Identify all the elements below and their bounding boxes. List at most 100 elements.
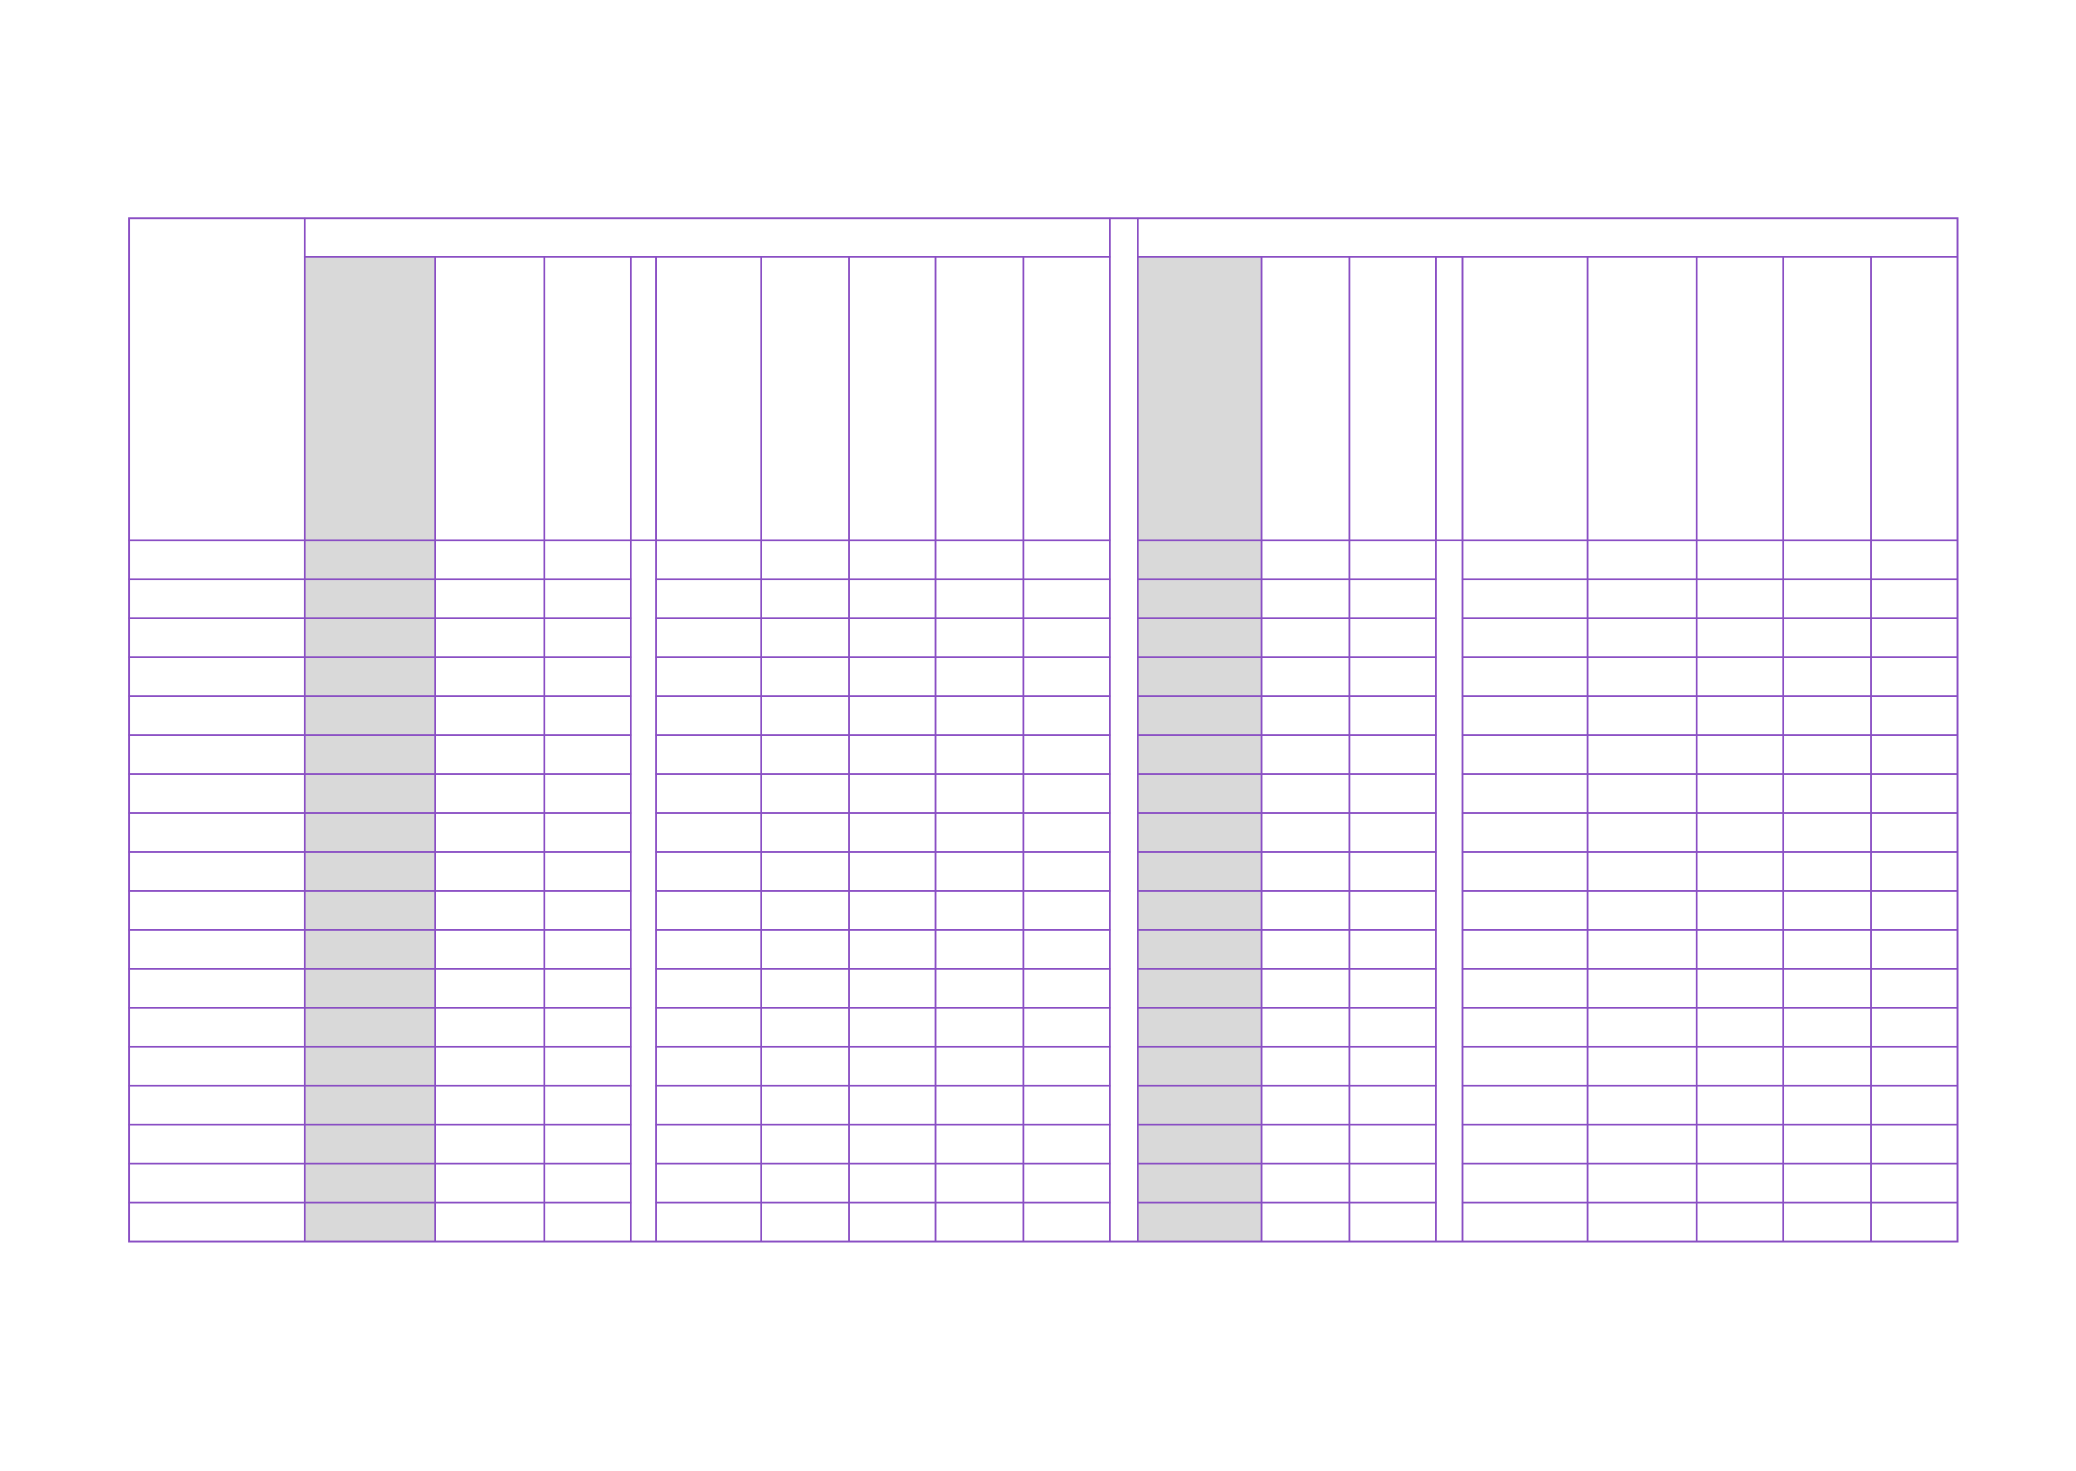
table-cell: [1695, 578, 1785, 620]
table-cell: [1260, 578, 1351, 620]
table-cell: [543, 773, 632, 814]
table-cell: [848, 656, 937, 697]
table-cell: [655, 617, 763, 658]
table-cell: [1586, 890, 1698, 931]
table-cell: [655, 656, 763, 697]
table-cell: [1022, 539, 1111, 581]
table-cell: [1870, 1045, 1959, 1087]
table-cell: [1260, 539, 1351, 581]
table-cell: [1870, 1201, 1959, 1243]
table-cell: [1586, 695, 1698, 736]
table-cell: [128, 578, 306, 620]
table-cell: [434, 656, 546, 697]
table-cell: [848, 539, 937, 581]
table-cell: [760, 1123, 850, 1165]
table-cell: [1348, 1007, 1437, 1048]
table-cell: [543, 734, 632, 775]
table-cell: [655, 1045, 763, 1087]
table-cell: [934, 929, 1025, 970]
table-cell: [1586, 812, 1698, 853]
table-cell: [434, 617, 546, 658]
table-cell: [1461, 578, 1589, 620]
table-cell: [1461, 1201, 1589, 1243]
table-cell: [1782, 617, 1872, 658]
table-cell: [1695, 1162, 1785, 1204]
table-cell: [543, 890, 632, 931]
table-cell: [1461, 968, 1589, 1009]
table-cell: [760, 734, 850, 775]
table-cell: [1022, 617, 1111, 658]
table-cell: [848, 1084, 937, 1126]
table-cell: [1695, 1201, 1785, 1243]
table-cell: [434, 1162, 546, 1204]
table-cell: [1586, 1084, 1698, 1126]
table-cell: [1586, 929, 1698, 970]
table-cell: [543, 812, 632, 853]
table-cell: [434, 773, 546, 814]
table-cell: [543, 968, 632, 1009]
table-cell: [1586, 734, 1698, 775]
table-cell: [1260, 890, 1351, 931]
table-cell: [1260, 1084, 1351, 1126]
table-cell: [848, 929, 937, 970]
table-cell: [1260, 695, 1351, 736]
table-cell: [934, 1045, 1025, 1087]
table-cell: [848, 851, 937, 892]
table-cell: [1870, 1162, 1959, 1204]
table-cell: [543, 1007, 632, 1048]
table-cell: [1586, 1201, 1698, 1243]
table-cell: [1022, 1123, 1111, 1165]
table-cell: [1782, 851, 1872, 892]
table-cell: [1782, 656, 1872, 697]
table-cell: [1461, 1084, 1589, 1126]
table-cell: [1260, 1007, 1351, 1048]
table-cell: [1461, 617, 1589, 658]
table-cell: [655, 773, 763, 814]
column-header-cell: [934, 256, 1025, 542]
table-cell: [760, 578, 850, 620]
table-cell: [1348, 656, 1437, 697]
table-cell: [848, 617, 937, 658]
table-cell: [1348, 1084, 1437, 1126]
table-cell: [655, 812, 763, 853]
table-cell: [128, 929, 306, 970]
table-cell: [1461, 1007, 1589, 1048]
table-cell: [543, 656, 632, 697]
column-header-cell: [1586, 256, 1698, 542]
table-cell: [1586, 1045, 1698, 1087]
table-cell: [128, 1007, 306, 1048]
table-cell: [1348, 539, 1437, 581]
table-cell: [1461, 812, 1589, 853]
table-cell: [655, 734, 763, 775]
table-cell: [1870, 656, 1959, 697]
table-cell: [434, 968, 546, 1009]
table-cell: [1695, 656, 1785, 697]
column-header-cell: [760, 256, 850, 542]
table-cell: [1348, 578, 1437, 620]
table-cell: [1782, 1123, 1872, 1165]
table-cell: [934, 1007, 1025, 1048]
table-cell: [1782, 695, 1872, 736]
table-cell: [655, 695, 763, 736]
table-cell: [1348, 1123, 1437, 1165]
table-cell: [1695, 1007, 1785, 1048]
table-cell: [1586, 1007, 1698, 1048]
column-header-cell: [1461, 256, 1589, 542]
table-cell: [434, 539, 546, 581]
table-cell: [1022, 773, 1111, 814]
table-cell: [543, 1084, 632, 1126]
table-cell: [934, 617, 1025, 658]
table-cell: [1782, 1007, 1872, 1048]
table-cell: [760, 617, 850, 658]
table-cell: [1461, 656, 1589, 697]
corner-header-cell: [128, 217, 306, 542]
table-cell: [128, 695, 306, 736]
table-cell: [1870, 773, 1959, 814]
table-cell: [655, 851, 763, 892]
table-cell: [934, 1162, 1025, 1204]
table-cell: [434, 734, 546, 775]
column-header-cell: [1870, 256, 1959, 542]
table-cell: [1870, 617, 1959, 658]
spacer-column: [1109, 217, 1139, 1243]
